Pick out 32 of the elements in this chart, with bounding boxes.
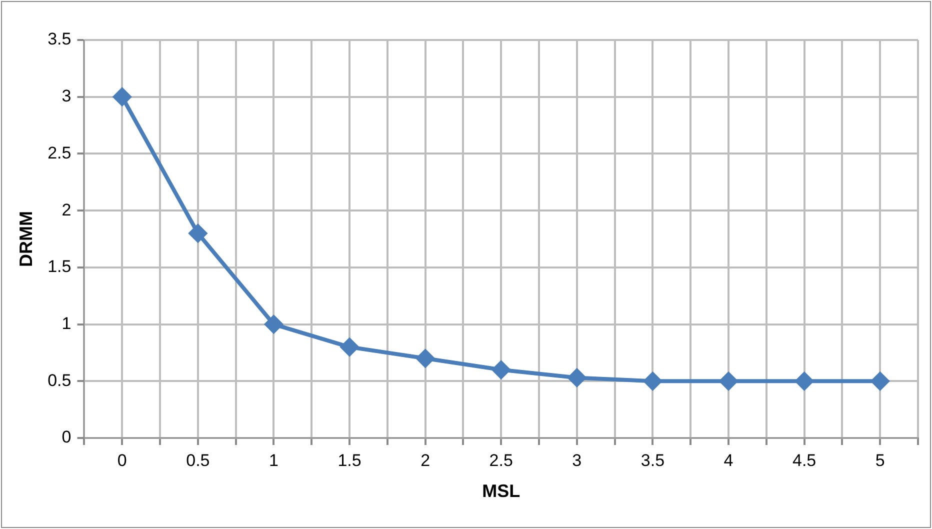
x-axis-title: MSL xyxy=(482,481,520,502)
y-axis-title: DRMM xyxy=(16,211,36,267)
x-tick-label: 0 xyxy=(117,450,127,470)
y-tick-label: 3.5 xyxy=(48,30,72,49)
x-tick-label: 5 xyxy=(875,450,885,470)
y-tick-label: 0 xyxy=(62,428,72,447)
point xyxy=(795,372,814,390)
x-tick-label: 2 xyxy=(420,450,430,470)
y-tick-label: 1.5 xyxy=(48,257,72,276)
x-tick-label: 2.5 xyxy=(489,450,513,470)
y-tick-label: 2 xyxy=(62,200,72,220)
x-tick-label: 4 xyxy=(724,450,734,470)
x-tick-label: 3.5 xyxy=(640,450,665,470)
x-tick-label: 1 xyxy=(268,450,278,470)
point xyxy=(871,372,890,390)
point xyxy=(113,88,132,106)
point xyxy=(416,349,434,368)
y-tick-label: 2.5 xyxy=(48,143,72,162)
point xyxy=(644,372,662,390)
x-tick-label: 0.5 xyxy=(186,450,210,470)
point xyxy=(188,224,207,242)
point xyxy=(340,338,359,356)
x-tick-label: 4.5 xyxy=(792,450,816,470)
point xyxy=(264,315,283,334)
x-tick-label: 1.5 xyxy=(338,450,362,470)
point xyxy=(720,372,738,390)
y-tick-label: 0.5 xyxy=(48,370,72,390)
y-tick-label: 3 xyxy=(62,86,72,106)
point xyxy=(492,360,510,379)
y-tick-label: 1 xyxy=(62,314,72,333)
point xyxy=(568,368,586,387)
x-tick-label: 3 xyxy=(572,450,582,470)
